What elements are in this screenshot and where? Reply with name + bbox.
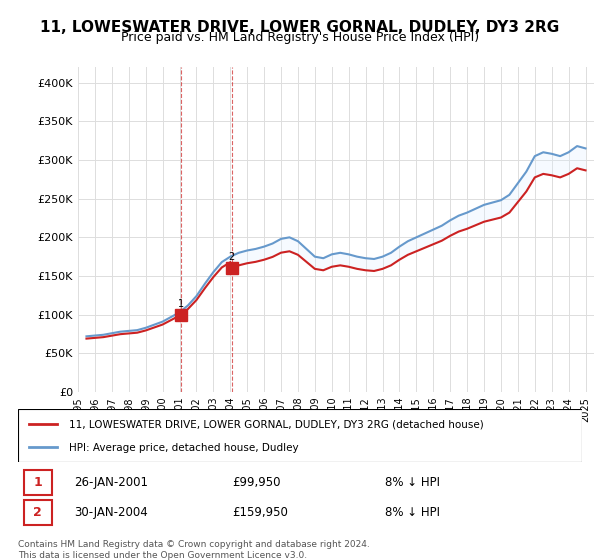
- Text: £159,950: £159,950: [232, 506, 288, 519]
- Text: 8% ↓ HPI: 8% ↓ HPI: [385, 506, 440, 519]
- Text: 30-JAN-2004: 30-JAN-2004: [74, 506, 148, 519]
- Text: 1: 1: [178, 298, 184, 309]
- Text: £99,950: £99,950: [232, 476, 281, 489]
- Text: 2: 2: [34, 506, 42, 519]
- Text: HPI: Average price, detached house, Dudley: HPI: Average price, detached house, Dudl…: [69, 443, 298, 453]
- Text: 2: 2: [229, 252, 235, 262]
- FancyBboxPatch shape: [18, 409, 582, 462]
- FancyBboxPatch shape: [23, 500, 52, 525]
- Text: Contains HM Land Registry data © Crown copyright and database right 2024.
This d: Contains HM Land Registry data © Crown c…: [18, 540, 370, 560]
- Text: Price paid vs. HM Land Registry's House Price Index (HPI): Price paid vs. HM Land Registry's House …: [121, 31, 479, 44]
- Text: 11, LOWESWATER DRIVE, LOWER GORNAL, DUDLEY, DY3 2RG (detached house): 11, LOWESWATER DRIVE, LOWER GORNAL, DUDL…: [69, 420, 484, 430]
- Text: 11, LOWESWATER DRIVE, LOWER GORNAL, DUDLEY, DY3 2RG: 11, LOWESWATER DRIVE, LOWER GORNAL, DUDL…: [40, 20, 560, 35]
- Text: 8% ↓ HPI: 8% ↓ HPI: [385, 476, 440, 489]
- FancyBboxPatch shape: [23, 469, 52, 495]
- Text: 1: 1: [34, 476, 42, 489]
- Text: 26-JAN-2001: 26-JAN-2001: [74, 476, 148, 489]
